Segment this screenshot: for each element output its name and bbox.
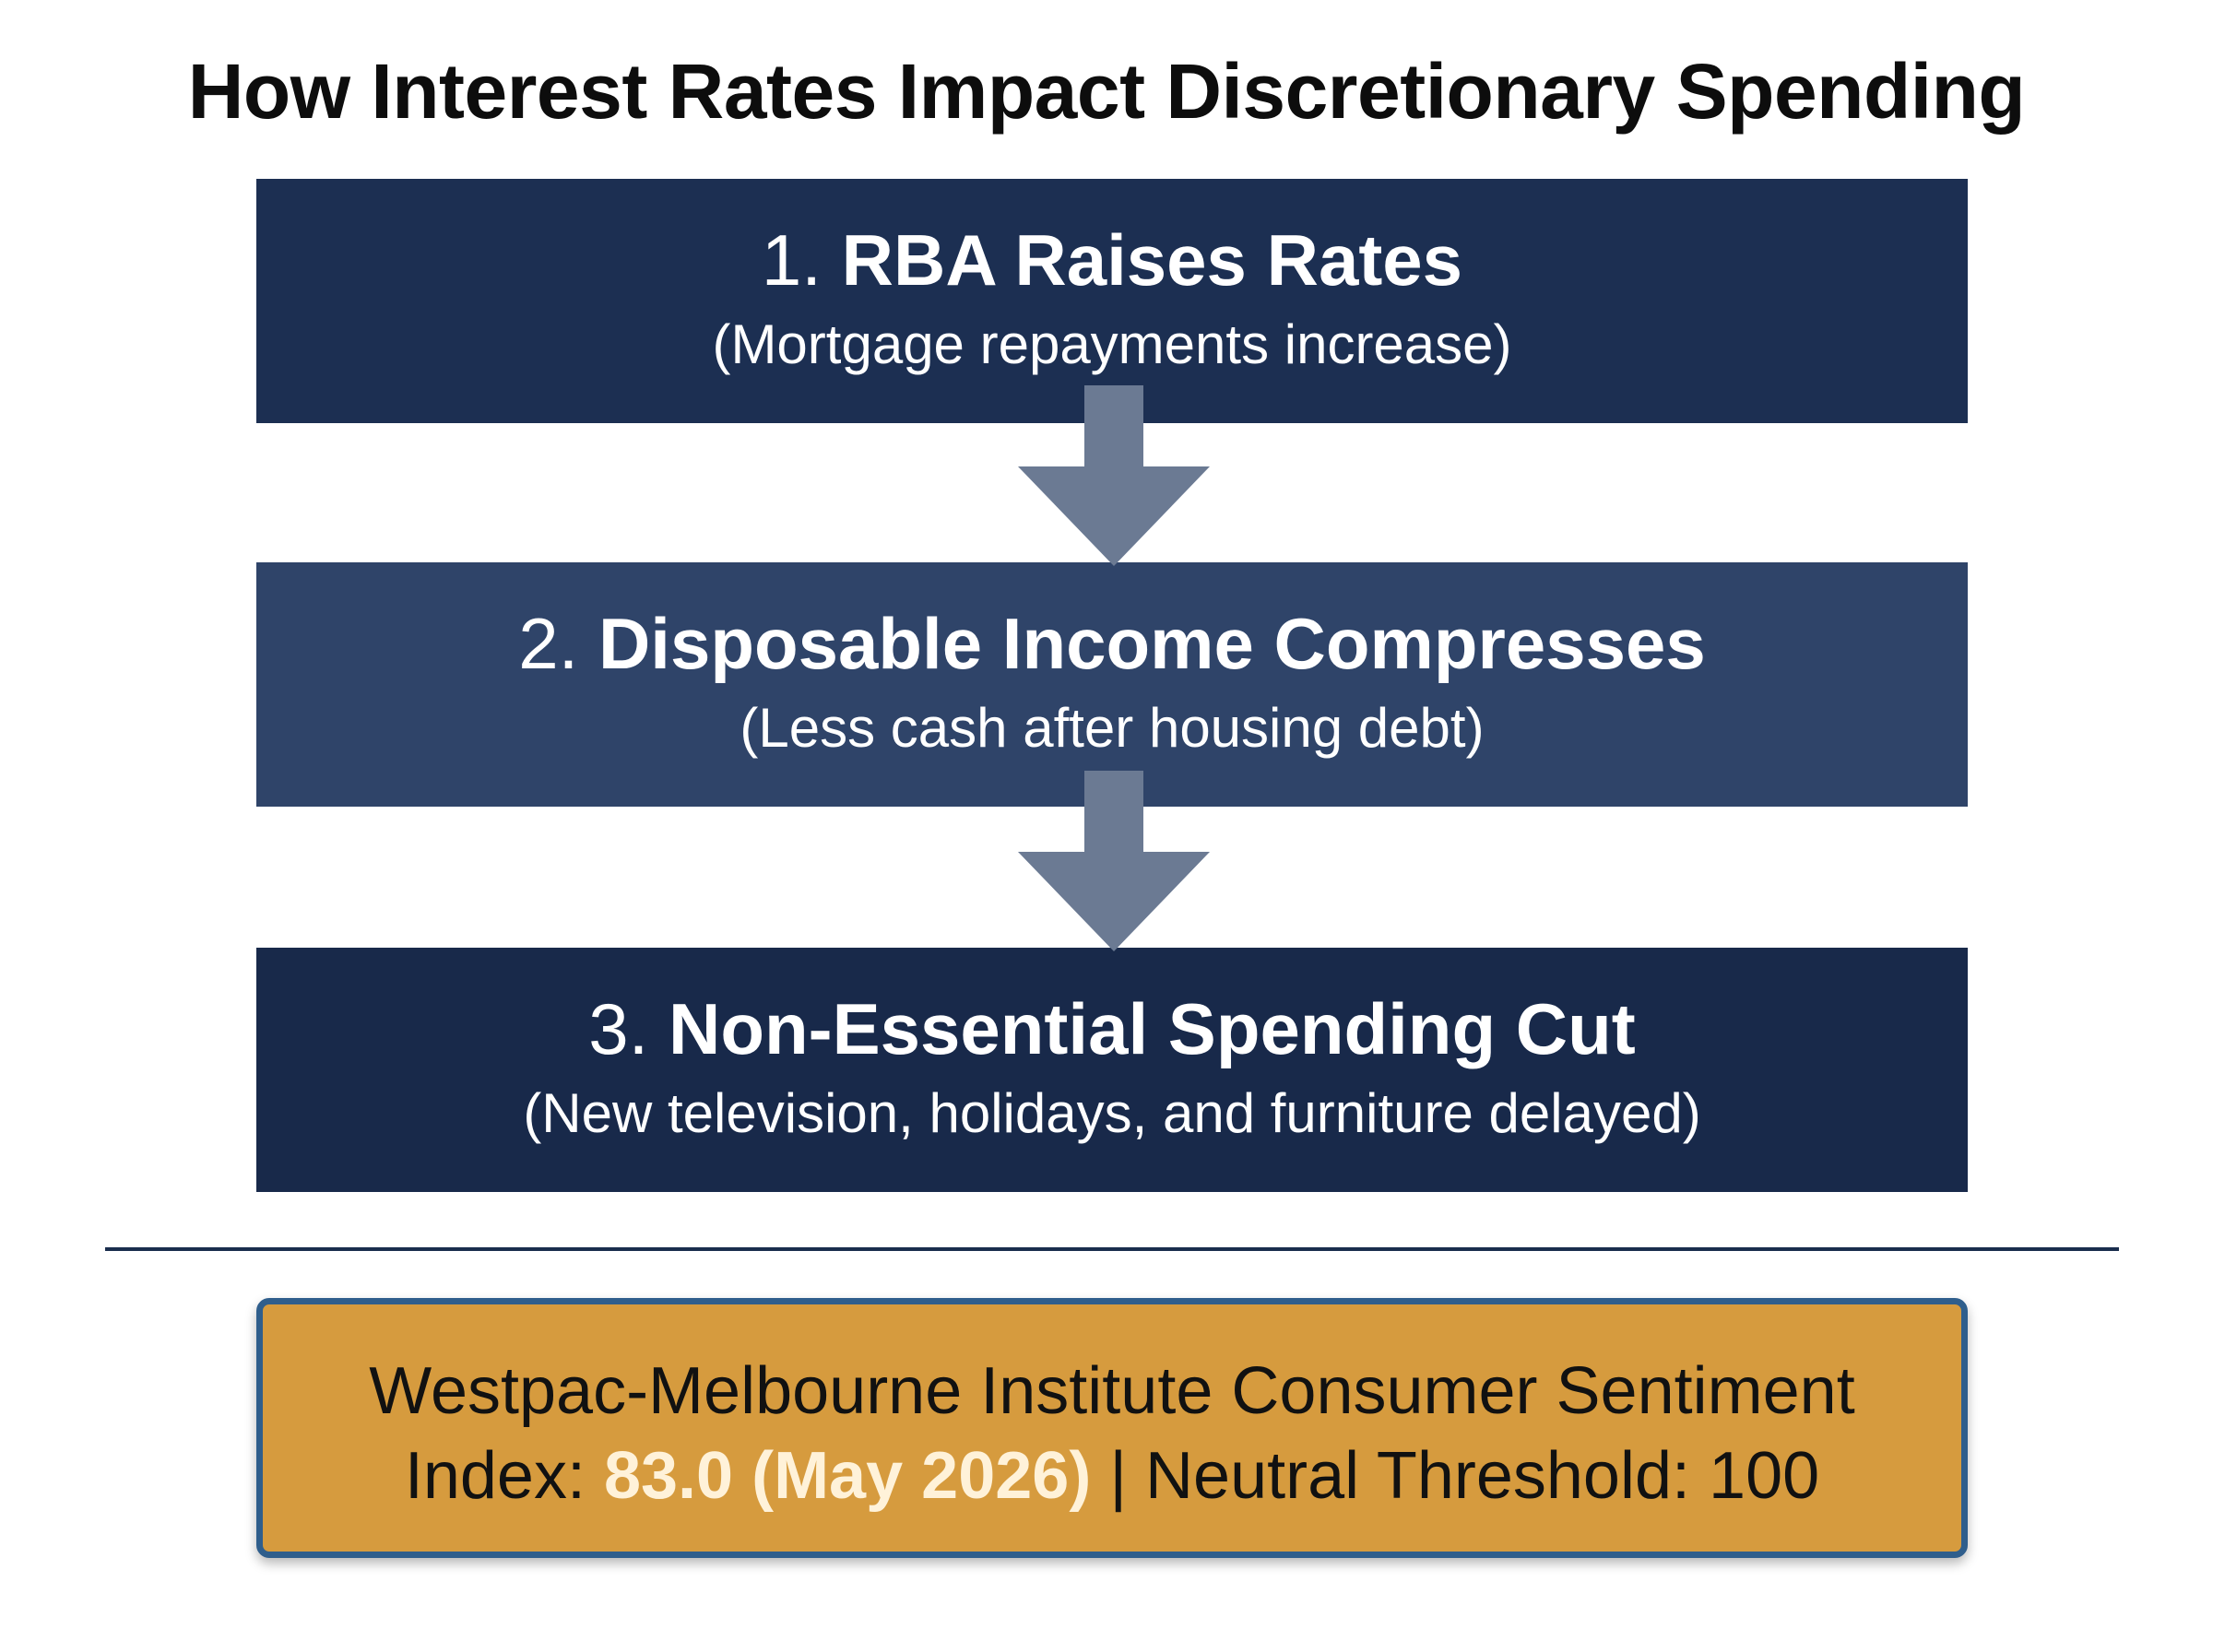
step-2-detail: (Less cash after housing debt) — [740, 697, 1485, 759]
step-1-number: 1. — [761, 219, 822, 301]
step-3-detail: (New television, holidays, and furniture… — [523, 1082, 1701, 1144]
step-2-box: 2. Disposable Income Compresses (Less ca… — [256, 562, 1968, 807]
threshold-label: Neutral Threshold: — [1145, 1439, 1691, 1513]
step-3-number: 3. — [588, 988, 649, 1069]
step-1-name: RBA Raises Rates — [841, 219, 1463, 301]
step-1-detail: (Mortgage repayments increase) — [712, 313, 1512, 375]
step-2-heading: 2. Disposable Income Compresses — [256, 597, 1968, 690]
step-1-box: 1. RBA Raises Rates (Mortgage repayments… — [256, 179, 1968, 423]
diagram-title: How Interest Rates Impact Discretionary … — [187, 48, 2026, 135]
step-2-name: Disposable Income Compresses — [598, 603, 1706, 684]
index-value: 83.0 (May 2026) — [603, 1439, 1092, 1513]
separator: | — [1109, 1439, 1128, 1513]
step-3-name: Non-Essential Spending Cut — [669, 988, 1636, 1069]
sentiment-index-box: Westpac-Melbourne Institute Consumer Sen… — [256, 1298, 1968, 1558]
step-3-heading: 3. Non-Essential Spending Cut — [256, 983, 1968, 1075]
arrow-down-icon — [1018, 385, 1210, 566]
step-3-box: 3. Non-Essential Spending Cut (New telev… — [256, 948, 1968, 1192]
step-1-heading: 1. RBA Raises Rates — [256, 214, 1968, 306]
section-divider — [105, 1247, 2119, 1251]
arrow-down-icon — [1018, 771, 1210, 951]
sentiment-index-label: Westpac-Melbourne Institute Consumer Sen… — [369, 1354, 1855, 1428]
sentiment-index-values: Index: 83.0 (May 2026) | Neutral Thresho… — [263, 1434, 1961, 1518]
threshold-value: 100 — [1709, 1439, 1820, 1513]
step-2-number: 2. — [518, 603, 579, 684]
index-label: Index: — [404, 1439, 586, 1513]
